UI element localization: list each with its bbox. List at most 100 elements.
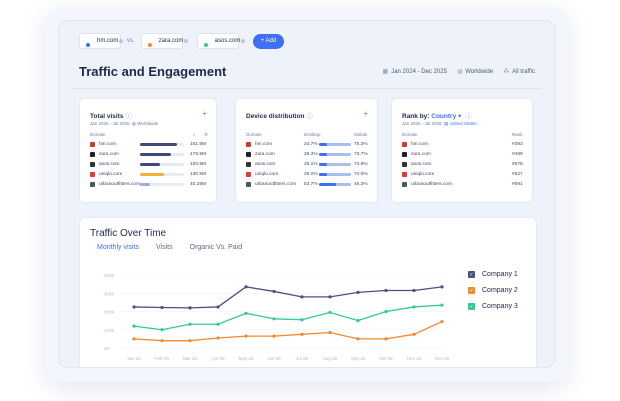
card-title: Device distribution ⓘ [246,113,314,120]
data-point [356,319,360,323]
add-icon[interactable]: + [363,109,368,118]
data-point [244,285,248,289]
domain-link[interactable]: uniqlo.com [99,172,123,177]
rank-by-dropdown[interactable]: Country [431,113,457,120]
mobile-value: 46.3% [354,182,368,187]
mobile-value: 74.9% [354,162,368,167]
legend-item[interactable]: ✓ Company 2 [468,287,518,294]
domain-link[interactable]: urbanoutfitters.com [411,182,453,187]
checkbox-icon[interactable]: ✓ [468,287,475,294]
x-tick-label: Oct 25 [379,356,393,361]
checkbox-icon[interactable]: ✓ [468,303,475,310]
site-chip-zara[interactable]: zara.com ⊗ [140,33,188,49]
favicon-icon [402,172,407,177]
favicon-icon [90,162,95,167]
favicon-icon [90,172,95,177]
site-chip-asos[interactable]: asos.com ⊗ [196,33,245,49]
date-range-filter[interactable]: ▦ Jan 2024 - Dec 2025 [382,69,447,75]
tab-monthly-visits[interactable]: Monthly visits [97,244,140,251]
favicon-icon [246,142,251,147]
checkbox-icon[interactable]: ✓ [468,271,475,278]
data-point [272,289,276,294]
region-filter[interactable]: ◍ Worldwide [456,69,494,75]
site-color-dot [203,43,208,47]
x-tick-label: Jun 25 [267,356,281,361]
domain-link[interactable]: hm.com [411,142,429,147]
calendar-icon: ▦ [382,69,389,75]
table-row: asos.com [246,162,276,167]
domain-link[interactable]: hm.com [99,142,117,147]
domain-link[interactable]: hm.com [255,142,273,147]
domain-link[interactable]: uniqlo.com [411,172,435,177]
mobile-value: 73.7% [354,152,368,157]
data-point [300,318,304,322]
chevron-down-icon[interactable]: ▾ [456,113,462,120]
traffic-icon: ⁂ [503,69,510,75]
header-divider [71,88,543,89]
data-point [188,339,192,343]
tab-visits[interactable]: Visits [156,244,173,251]
desktop-share-fill [319,153,328,156]
chart-legend: ✓ Company 1 ✓ Company 2 ✓ Company 3 [468,271,518,319]
visits-bar [140,173,184,176]
traffic-over-time-panel: Traffic Over Time Monthly visits Visits … [79,217,537,367]
data-point [356,337,360,341]
add-site-button[interactable]: + Add [252,33,285,49]
remove-icon[interactable]: ⊗ [183,38,189,45]
domain-link[interactable]: asos.com [411,162,432,167]
legend-item[interactable]: ✓ Company 1 [468,271,518,278]
data-point [188,306,192,310]
x-tick-label: Mar 25 [183,356,198,361]
x-tick-label: Aug 25 [323,356,338,361]
y-tick-label: 200K [104,310,115,315]
info-icon: ⓘ [463,113,472,120]
x-tick-label: Sep 25 [351,356,366,361]
domain-link[interactable]: urbanoutfitters.com [255,182,297,187]
x-tick-label: May 25 [239,356,254,361]
visits-value: 100.9M [190,162,206,167]
data-point [384,309,388,314]
traffic-filter[interactable]: ⁂ All traffic [503,69,535,75]
domain-link[interactable]: zara.com [99,152,119,157]
data-point [132,337,136,341]
domain-link[interactable]: asos.com [255,162,276,167]
card-title: Total visits ⓘ [90,113,132,120]
device-split-bar [319,183,351,186]
y-tick-label: 300K [104,291,115,296]
data-point [216,305,220,309]
data-point [272,334,276,338]
x-tick-label: Dec 25 [435,356,450,361]
device-split-bar [319,153,351,156]
data-point [356,290,360,294]
table-row: zara.com [246,152,275,157]
legend-item[interactable]: ✓ Company 3 [468,303,518,310]
device-split-bar [319,143,351,146]
domain-link[interactable]: asos.com [99,162,120,167]
data-point [440,303,444,307]
data-point [272,317,276,321]
remove-icon[interactable]: ⊗ [118,38,124,45]
y-tick-label: 400K [104,273,115,278]
favicon-icon [402,182,407,187]
tab-organic-vs-paid[interactable]: Organic Vs. Paid [189,244,243,251]
favicon-icon [246,162,251,167]
table-row: asos.com [90,162,120,167]
favicon-icon [402,162,407,167]
table-row: hm.com [90,142,116,147]
search-icon[interactable]: ⌕ [193,132,196,137]
remove-icon[interactable]: ⊗ [240,38,246,45]
header-filters: ▦ Jan 2024 - Dec 2025 ◍ Worldwide ⁂ All tra… [383,68,535,75]
favicon-icon [90,152,95,157]
rank-value: #591 [512,182,523,187]
settings-icon[interactable]: ⚙ [204,132,209,137]
domain-link[interactable]: zara.com [411,152,431,157]
table-row: urbanoutfitters.com [402,182,452,187]
x-tick-label: Jan 25 [127,356,141,361]
domain-link[interactable]: uniqlo.com [255,172,279,177]
domain-link[interactable]: zara.com [255,152,275,157]
domain-link[interactable]: urbanoutfitters.com [99,182,141,187]
add-icon[interactable]: + [202,109,207,118]
site-chip-hm[interactable]: hm.com ⊗ [79,33,124,49]
visits-bar [140,153,184,156]
page-title: Traffic and Engagement [79,64,227,79]
